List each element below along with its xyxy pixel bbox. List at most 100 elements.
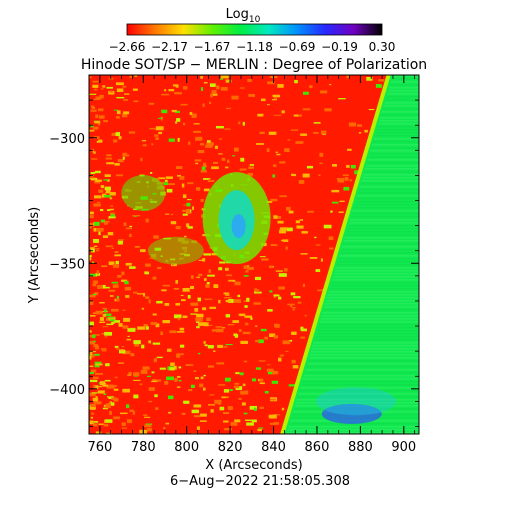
disk-speckle bbox=[239, 168, 247, 171]
disk-speckle bbox=[239, 313, 246, 317]
offlimb-streak bbox=[324, 306, 419, 308]
x-axis-label: X (Arcseconds) bbox=[205, 458, 302, 473]
offlimb-streak bbox=[369, 153, 419, 155]
disk-speckle bbox=[186, 199, 192, 201]
disk-speckle bbox=[104, 313, 112, 317]
disk-speckle bbox=[150, 172, 153, 174]
disk-speckle bbox=[239, 372, 244, 376]
disk-speckle bbox=[109, 192, 116, 196]
disk-speckle bbox=[219, 406, 225, 411]
disk-speckle bbox=[209, 83, 216, 87]
disk-speckle bbox=[177, 375, 181, 378]
disk-speckle bbox=[92, 84, 99, 88]
disk-speckle bbox=[188, 388, 193, 392]
offlimb-streak bbox=[332, 279, 419, 281]
disk-speckle bbox=[176, 354, 181, 358]
disk-speckle bbox=[89, 340, 95, 345]
x-tick-label: 800 bbox=[174, 440, 199, 455]
disk-speckle bbox=[102, 235, 109, 239]
disk-speckle bbox=[220, 75, 229, 79]
disk-speckle bbox=[141, 344, 145, 349]
disk-speckle bbox=[111, 132, 116, 136]
disk-speckle bbox=[110, 214, 116, 217]
disk-speckle bbox=[93, 238, 99, 243]
disk-speckle bbox=[208, 404, 216, 406]
disk-speckle bbox=[223, 420, 229, 423]
offlimb-streak bbox=[325, 303, 419, 305]
disk-speckle bbox=[254, 407, 257, 411]
disk-speckle bbox=[342, 174, 349, 177]
disk-speckle bbox=[225, 299, 232, 303]
disk-speckle bbox=[108, 384, 114, 388]
offlimb-region bbox=[282, 75, 419, 434]
disk-speckle bbox=[267, 309, 273, 312]
disk-speckle bbox=[186, 223, 190, 227]
disk-speckle bbox=[200, 170, 207, 173]
disk-speckle bbox=[154, 134, 159, 137]
disk-speckle bbox=[108, 91, 115, 95]
disk-speckle bbox=[140, 157, 143, 162]
disk-speckle bbox=[205, 324, 213, 326]
offlimb-streak bbox=[341, 246, 419, 248]
disk-speckle bbox=[101, 349, 107, 352]
disk-speckle bbox=[318, 174, 321, 176]
disk-speckle bbox=[143, 414, 148, 417]
disk-speckle bbox=[122, 350, 131, 355]
offlimb-streak bbox=[341, 249, 419, 251]
x-tick-label: 880 bbox=[348, 440, 373, 455]
disk-speckle bbox=[255, 289, 260, 293]
disk-speckle bbox=[100, 348, 107, 350]
disk-speckle bbox=[253, 302, 261, 305]
disk-speckle bbox=[248, 93, 256, 97]
disk-speckle bbox=[89, 214, 94, 219]
disk-speckle bbox=[89, 405, 96, 410]
offlimb-streak bbox=[334, 270, 419, 272]
disk-speckle bbox=[278, 296, 282, 300]
disk-speckle bbox=[168, 395, 174, 400]
disk-speckle bbox=[174, 92, 182, 95]
disk-speckle bbox=[143, 416, 151, 418]
disk-speckle bbox=[148, 299, 151, 304]
disk-speckle bbox=[153, 235, 159, 239]
disk-speckle bbox=[271, 99, 278, 101]
disk-speckle bbox=[107, 232, 114, 236]
disk-speckle bbox=[90, 124, 94, 128]
offlimb-streak bbox=[375, 132, 419, 134]
disk-speckle bbox=[317, 289, 324, 292]
offlimb-streak bbox=[357, 192, 419, 194]
disk-speckle bbox=[168, 183, 175, 186]
disk-speckle bbox=[148, 102, 155, 105]
disk-speckle bbox=[290, 292, 296, 296]
disk-speckle bbox=[182, 315, 188, 318]
offlimb-streak bbox=[372, 144, 419, 146]
disk-speckle bbox=[173, 314, 182, 319]
disk-speckle bbox=[269, 398, 276, 401]
disk-speckle bbox=[166, 376, 174, 381]
disk-speckle bbox=[94, 372, 103, 375]
disk-speckle bbox=[219, 138, 223, 140]
disk-speckle bbox=[207, 345, 214, 349]
offlimb-streak bbox=[321, 315, 419, 317]
disk-speckle bbox=[111, 281, 118, 284]
disk-speckle bbox=[219, 261, 226, 264]
disk-speckle bbox=[182, 122, 186, 126]
disk-speckle bbox=[137, 326, 145, 330]
disk-speckle bbox=[89, 354, 95, 358]
disk-speckle bbox=[155, 137, 159, 141]
disk-speckle bbox=[177, 331, 185, 333]
disk-speckle bbox=[181, 412, 186, 415]
disk-texture bbox=[89, 75, 385, 434]
offlimb-streak bbox=[370, 150, 419, 152]
offlimb-streak bbox=[386, 96, 419, 98]
disk-speckle bbox=[101, 284, 106, 289]
disk-speckle bbox=[198, 273, 203, 277]
colorbar-ticks: −2.66 −2.17 −1.67 −1.18 −0.69 −0.19 0.30 bbox=[109, 40, 396, 54]
disk-speckle bbox=[137, 293, 144, 295]
disk-speckle bbox=[92, 293, 97, 296]
disk-speckle bbox=[269, 414, 277, 419]
disk-speckle bbox=[115, 260, 119, 265]
disk-speckle bbox=[279, 195, 287, 198]
disk-speckle bbox=[194, 308, 199, 312]
disk-speckle bbox=[125, 262, 132, 266]
disk-speckle bbox=[328, 236, 334, 241]
